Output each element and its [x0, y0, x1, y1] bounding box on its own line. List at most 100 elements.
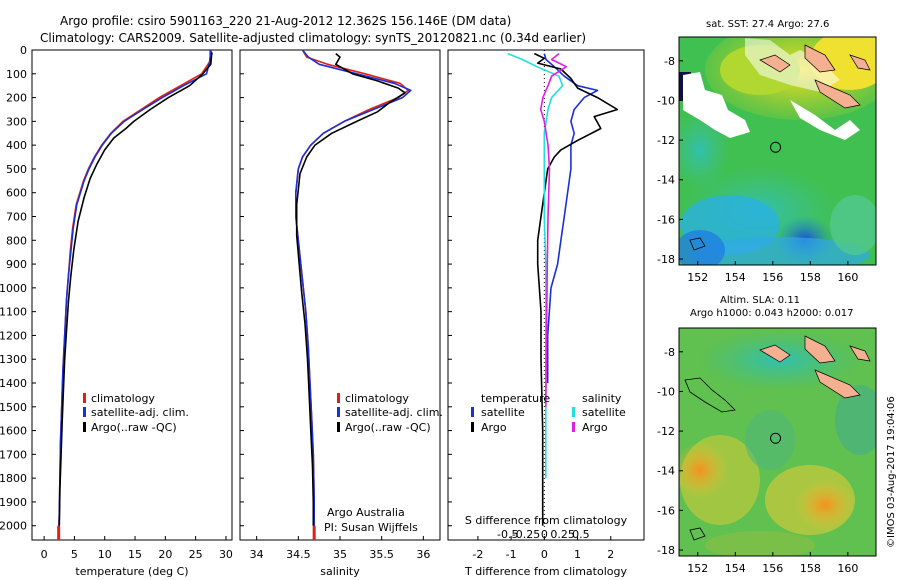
series-line-temperature-satellite	[543, 53, 599, 383]
depth-axis: 0 100 200 300 400 500 600 700 800 900 1000 1100 1200…	[0, 44, 36, 533]
difference-legend: temperature satellite Argo salinity sate…	[471, 392, 626, 434]
top-x-tick-label: 0.25	[550, 528, 575, 541]
depth-tick-label: 800	[6, 234, 27, 247]
depth-tick-label: 900	[6, 258, 27, 271]
x-tick-label: -2	[472, 548, 483, 561]
sst-map-title: sat. SST: 27.4 Argo: 27.6	[706, 19, 829, 30]
depth-tick-label: 2000	[0, 520, 27, 533]
lat-tick-label: -16	[657, 504, 675, 517]
lat-tick-label: -10	[657, 94, 675, 107]
sla-map-axes: 152 154 156 158 160 -8 -10 -12 -14 -16 -18	[657, 346, 858, 575]
top-x-tick-label: -0.5	[497, 528, 518, 541]
depth-tick-label: 1400	[0, 377, 27, 390]
lat-tick-label: -18	[657, 544, 675, 557]
lon-tick-label: 156	[762, 562, 783, 575]
diff-legend-temp-argo: Argo	[481, 421, 507, 434]
temperature-legend: climatology satellite-adj. clim. Argo(..…	[83, 392, 189, 434]
salinity-legend: climatology satellite-adj. clim. Argo(..…	[337, 392, 443, 434]
legend-clim-label: climatology	[91, 392, 155, 405]
sst-map-field	[679, 37, 876, 265]
diff-legend-sal-argo: Argo	[582, 421, 608, 434]
legend-swatch-clim	[337, 393, 340, 403]
lon-tick-label: 160	[837, 562, 858, 575]
series-line-satellite-adj-clim-	[294, 49, 412, 536]
x-tick-label: 0	[541, 548, 548, 561]
lat-tick-label: -8	[664, 346, 675, 359]
series-line-argo	[295, 52, 406, 526]
series-line-salinity-satellite	[507, 52, 564, 479]
lat-tick-label: -8	[664, 55, 675, 68]
diff-legend-temp-sat: satellite	[481, 406, 525, 419]
legend-swatch-argo	[83, 422, 86, 432]
lon-tick-label: 152	[687, 562, 708, 575]
legend-sat-label: satellite-adj. clim.	[91, 406, 189, 419]
lon-tick-label: 152	[687, 271, 708, 284]
depth-tick-label: 600	[6, 187, 27, 200]
lon-tick-label: 160	[837, 271, 858, 284]
x-tick-label: 1	[574, 548, 581, 561]
depth-tick-label: 1200	[0, 329, 27, 342]
x-tick-label: 25	[189, 548, 203, 561]
temperature-profile-plot: 0 5 10 15 20 25 30 temperature (deg C)	[41, 49, 233, 578]
series-line-temperature-argo	[534, 52, 619, 526]
series-line-argo	[58, 52, 213, 526]
x-tick-label: 15	[128, 548, 142, 561]
x-tick-label: 5	[71, 548, 78, 561]
x-tick-label: 34.5	[286, 548, 311, 561]
float-position-marker	[770, 141, 782, 153]
x-tick-label: -1	[506, 548, 517, 561]
difference-panel-frame	[447, 49, 645, 541]
x-tick-label: 35.5	[369, 548, 394, 561]
diff-legend-temp-title: temperature	[481, 392, 550, 405]
sla-map-subtitle: Argo h1000: 0.043 h2000: 0.017	[690, 308, 854, 319]
lat-tick-label: -18	[657, 253, 675, 266]
top-x-axis-label: S difference from climatology	[465, 514, 628, 527]
x-tick-label: 0	[41, 548, 48, 561]
float-position-marker	[770, 432, 782, 444]
series-line-climatology	[57, 49, 213, 536]
x-tick-label: 20	[158, 548, 172, 561]
legend-sat-label: satellite-adj. clim.	[345, 406, 443, 419]
x-tick-label: 10	[98, 548, 112, 561]
diff-legend-sal-title: salinity	[582, 392, 622, 405]
salinity-profile-plot: 34 34.5 35 35.5 36 salinity	[240, 49, 430, 578]
sla-map-frame	[678, 327, 877, 557]
x-tick-label: 2	[607, 548, 614, 561]
lon-tick-label: 158	[800, 271, 821, 284]
legend-argo-label: Argo(..raw -QC)	[345, 421, 431, 434]
lat-tick-label: -10	[657, 385, 675, 398]
depth-tick-label: 1700	[0, 448, 27, 461]
lon-tick-label: 156	[762, 271, 783, 284]
legend-swatch-clim	[83, 393, 86, 403]
diff-swatch-temp-sat	[471, 407, 474, 417]
x-axis-label: salinity	[320, 565, 360, 578]
lat-tick-label: -14	[657, 174, 675, 187]
sla-map-field	[679, 328, 876, 556]
diff-swatch-sal-argo	[572, 422, 575, 432]
depth-tick-label: 500	[6, 163, 27, 176]
depth-tick-label: 0	[20, 44, 27, 57]
series-line-satellite-adj-clim-	[57, 50, 211, 536]
lon-tick-label: 154	[725, 562, 746, 575]
lat-tick-label: -16	[657, 213, 675, 226]
depth-tick-label: 1100	[0, 306, 27, 319]
diff-swatch-temp-argo	[471, 422, 474, 432]
x-axis-label: temperature (deg C)	[75, 565, 188, 578]
depth-tick-label: 1600	[0, 425, 27, 438]
header-line2: Climatology: CARS2009. Satellite-adjuste…	[40, 31, 586, 45]
top-x-tick-label: -0.25	[512, 528, 540, 541]
diff-swatch-sal-sat	[572, 407, 575, 417]
imos-stamp: ©IMOS 03-Aug-2017 19:04:06	[886, 396, 897, 548]
sst-map-frame	[678, 36, 877, 266]
x-axis-label: T difference from climatology	[464, 565, 627, 578]
series-line-salinity-argo	[539, 52, 568, 407]
lat-tick-label: -12	[657, 134, 675, 147]
x-tick-label: 36	[416, 548, 430, 561]
top-x-tick-label: 0.5	[572, 528, 590, 541]
x-tick-label: 35	[333, 548, 347, 561]
depth-tick-label: 300	[6, 115, 27, 128]
legend-argo-label: Argo(..raw -QC)	[91, 421, 177, 434]
diff-legend-sal-sat: satellite	[582, 406, 626, 419]
depth-tick-label: 1500	[0, 401, 27, 414]
